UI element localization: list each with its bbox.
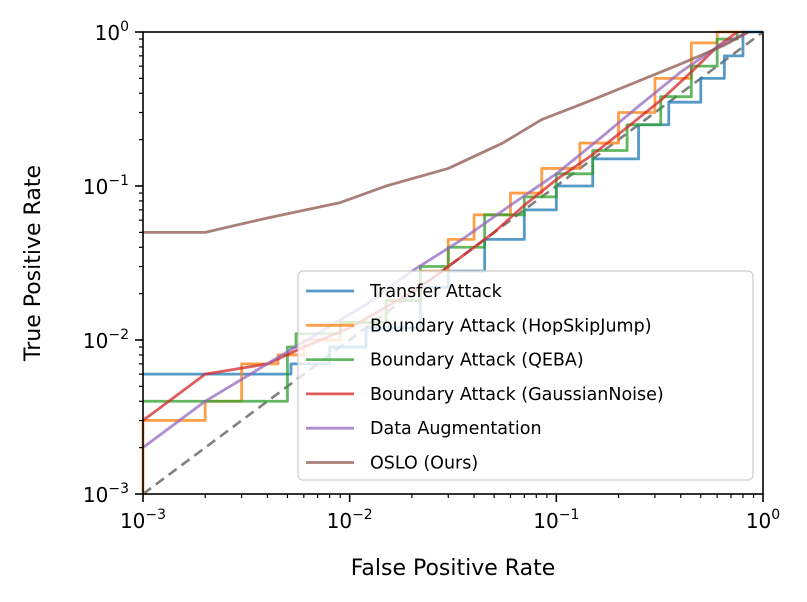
x-tick-label: 100 xyxy=(746,507,780,533)
axes-frame xyxy=(142,31,764,495)
series-line-4 xyxy=(142,30,739,422)
x-tick-label: 10−3 xyxy=(120,507,166,533)
legend-label: Boundary Attack (QEBA) xyxy=(370,351,584,371)
legend-label: Transfer Attack xyxy=(369,282,503,302)
series-line-6 xyxy=(143,30,750,234)
y-axis-label: True Positive Rate xyxy=(21,165,46,362)
y-axis-ticks: 10−3 10−2 10−1 100 xyxy=(83,19,143,507)
x-tick-label: 10−1 xyxy=(533,507,579,533)
legend-label: Boundary Attack (HopSkipJump) xyxy=(370,316,652,336)
y-tick-label: 10−3 xyxy=(83,481,129,507)
series-line-5 xyxy=(142,30,750,449)
legend-box xyxy=(297,270,754,481)
y-tick-label: 10−2 xyxy=(83,327,129,353)
legend-label: Data Augmentation xyxy=(370,419,542,439)
legend: Transfer Attack Boundary Attack (HopSkipJ… xyxy=(297,270,754,481)
x-axis-ticks: 10−3 10−2 10−1 100 xyxy=(120,494,780,533)
y-tick-label: 10−1 xyxy=(83,173,129,199)
x-axis-label: False Positive Rate xyxy=(351,556,555,581)
legend-label: Boundary Attack (GaussianNoise) xyxy=(370,385,664,405)
x-tick-label: 10−2 xyxy=(327,507,373,533)
y-tick-label: 100 xyxy=(95,19,129,45)
legend-label: OSLO (Ours) xyxy=(370,454,478,474)
